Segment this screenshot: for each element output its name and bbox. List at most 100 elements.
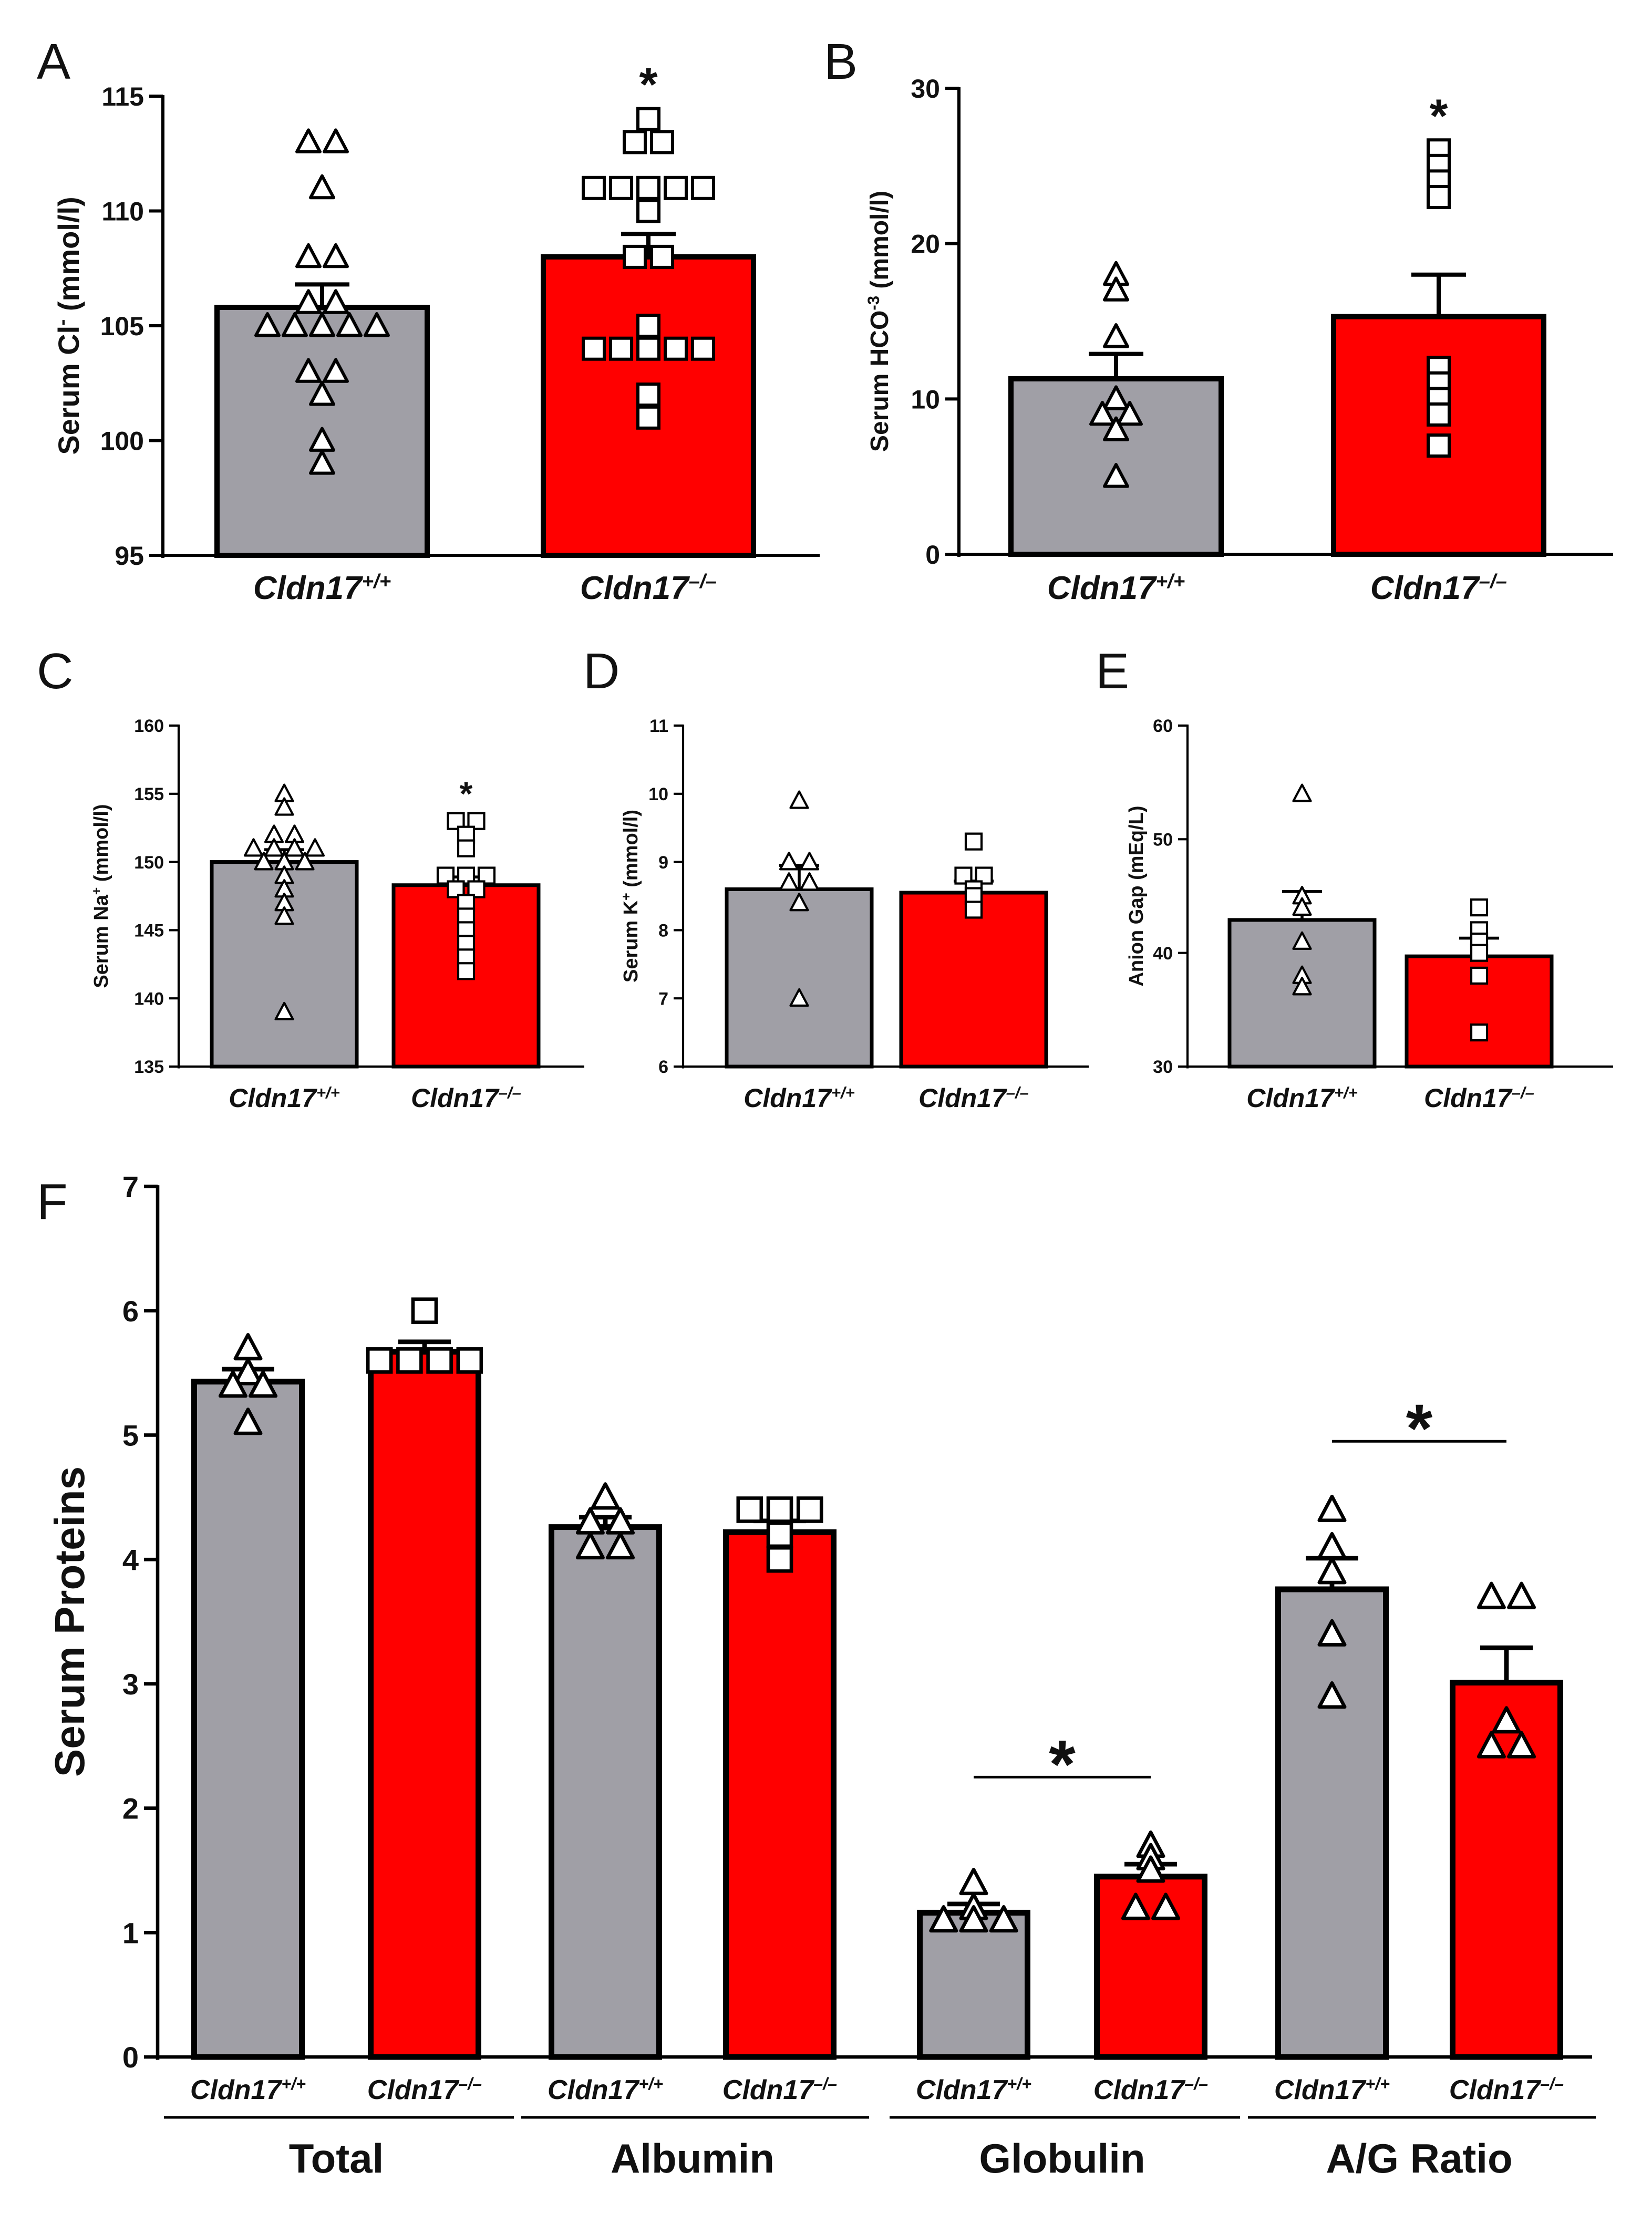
data-point — [796, 1496, 823, 1523]
data-point — [989, 1905, 1018, 1933]
category-base: Cldn17 — [190, 2075, 282, 2105]
x-category-label-c: Cldn17+/+ — [229, 1083, 340, 1113]
data-point — [364, 312, 390, 337]
data-point — [623, 130, 647, 154]
group-label-0: Total — [289, 2135, 384, 2181]
data-point — [1103, 463, 1129, 488]
y-axis-label-sup: + — [620, 893, 634, 900]
data-point — [1317, 1681, 1347, 1709]
y-axis-label-b: Serum HCO-3 (mmol/l) — [864, 191, 894, 452]
data-point — [249, 1370, 278, 1398]
data-point — [295, 128, 322, 153]
data-point — [575, 1507, 605, 1535]
category-base: Cldn17 — [1274, 2075, 1366, 2105]
category-sup: +/+ — [638, 2074, 663, 2093]
data-point — [1470, 966, 1489, 985]
category-sup: –/– — [1006, 1083, 1029, 1102]
data-point — [582, 336, 606, 361]
data-point — [799, 852, 820, 871]
y-tick-label-b: 30 — [911, 74, 940, 104]
data-point — [274, 797, 294, 816]
data-point — [309, 450, 335, 475]
data-point — [1477, 1731, 1506, 1759]
x-category-label-e: Cldn17+/+ — [1246, 1083, 1358, 1113]
bar-f-0 — [191, 1379, 305, 2060]
x-category-label-a: Cldn17–/– — [580, 570, 717, 607]
category-base: Cldn17 — [744, 1083, 832, 1113]
data-point — [606, 1532, 635, 1560]
category-base: Cldn17 — [580, 570, 690, 606]
panel-letter-e: E — [1096, 643, 1129, 699]
data-point — [457, 962, 476, 980]
data-point — [1317, 1619, 1347, 1647]
y-axis-label-c: Serum Na+ (mmol/l) — [90, 804, 113, 988]
y-tick-label-f: 7 — [122, 1170, 139, 1203]
data-point — [1470, 1023, 1489, 1042]
category-base: Cldn17 — [1093, 2075, 1185, 2105]
x-category-label-b: Cldn17–/– — [1370, 570, 1507, 607]
x-category-label-f: Cldn17–/– — [367, 2074, 482, 2105]
data-point — [309, 381, 335, 406]
panel-c: C 135 140 145 150 155 160 Serum Na+ (mmol/l) Cld… — [37, 643, 584, 1113]
y-axis-label-tail: (mmol/l) — [90, 804, 112, 887]
x-category-label-f: Cldn17–/– — [722, 2074, 837, 2105]
data-point — [243, 838, 264, 857]
y-tick-label-a: 105 — [100, 312, 144, 341]
y-axis-label-d: Serum K+ (mmol/l) — [620, 810, 643, 983]
bar-f-6 — [1275, 1586, 1389, 2060]
data-point — [582, 175, 606, 200]
panel-letter-f: F — [37, 1174, 68, 1230]
y-tick-label-f: 2 — [122, 1792, 139, 1825]
data-point — [779, 872, 799, 891]
data-point — [457, 839, 476, 857]
x-category-label-e: Cldn17–/– — [1424, 1083, 1534, 1113]
y-tick-label-f: 3 — [122, 1668, 139, 1701]
x-category-label-b: Cldn17+/+ — [1047, 570, 1185, 607]
panel-letter-c: C — [37, 643, 73, 699]
y-tick-label-f: 5 — [122, 1419, 139, 1452]
data-point — [447, 812, 465, 830]
y-tick-label-c: 140 — [134, 989, 164, 1009]
category-sup: –/– — [1479, 570, 1507, 593]
y-tick-label-d: 10 — [648, 784, 668, 804]
data-point — [609, 175, 633, 200]
data-point — [1292, 977, 1312, 996]
category-sup: –/– — [458, 2074, 482, 2093]
y-tick-label-a: 115 — [101, 82, 144, 111]
data-point — [766, 1521, 793, 1548]
data-point — [929, 1905, 958, 1933]
y-tick-label-b: 0 — [925, 540, 940, 570]
y-axis-label-main: Anion Gap (mEq/L) — [1126, 805, 1148, 986]
data-point — [1103, 323, 1129, 348]
x-category-label-f: Cldn17+/+ — [1274, 2074, 1390, 2105]
data-point — [636, 107, 660, 131]
category-base: Cldn17 — [918, 1083, 1007, 1113]
data-point — [1470, 944, 1489, 962]
data-point — [636, 382, 660, 407]
category-base: Cldn17 — [229, 1083, 317, 1113]
data-point — [779, 852, 799, 871]
panel-letter-a: A — [37, 34, 70, 90]
data-point — [1103, 416, 1129, 441]
significance-star-f-0: * — [1049, 1725, 1076, 1802]
data-point — [623, 244, 647, 269]
category-sup: –/– — [813, 2074, 837, 2093]
category-sup: +/+ — [281, 2074, 306, 2093]
y-tick-label-c: 155 — [134, 784, 164, 804]
data-point — [575, 1532, 605, 1560]
data-point — [650, 130, 674, 154]
bar-d-1 — [899, 891, 1048, 1069]
y-tick-label-f: 4 — [122, 1543, 139, 1576]
data-point — [323, 358, 349, 383]
category-base: Cldn17 — [411, 1083, 500, 1113]
data-point — [1477, 1581, 1506, 1609]
panel-letter-d: D — [583, 643, 620, 699]
data-point — [1292, 783, 1312, 802]
data-point — [1507, 1581, 1536, 1609]
data-point — [264, 838, 284, 857]
data-point — [411, 1297, 438, 1325]
data-point — [1317, 1557, 1347, 1585]
y-axis-label-main: Serum Proteins — [46, 1466, 93, 1777]
